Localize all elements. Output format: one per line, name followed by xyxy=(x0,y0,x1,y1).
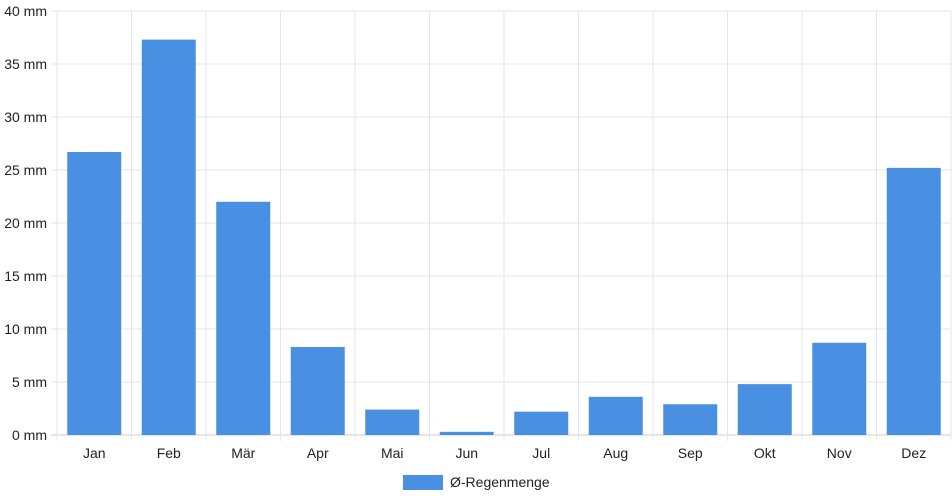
y-tick-label: 30 mm xyxy=(4,109,47,125)
x-tick-label: Feb xyxy=(157,445,181,461)
x-tick-label: Aug xyxy=(603,445,628,461)
x-tick-label: Jan xyxy=(83,445,106,461)
y-tick-label: 15 mm xyxy=(4,268,47,284)
y-axis-ticks: 0 mm 5 mm 10 mm 15 mm 20 mm 25 mm 30 mm 35 mm 40… xyxy=(4,3,47,443)
y-tick-label: 35 mm xyxy=(4,56,47,72)
x-tick-label: Jun xyxy=(455,445,478,461)
legend-label: Ø-Regenmenge xyxy=(450,474,550,490)
bar[interactable] xyxy=(216,201,271,435)
grid xyxy=(51,10,952,441)
bar[interactable] xyxy=(514,411,569,435)
y-tick-label: 20 mm xyxy=(4,215,47,231)
bar[interactable] xyxy=(439,431,494,435)
legend[interactable]: Ø-Regenmenge xyxy=(403,474,550,490)
bar[interactable] xyxy=(290,347,345,435)
x-axis-ticks: Jan Feb Mär Apr Mai Jun Jul Aug Sep Okt Nov Dez xyxy=(83,445,926,461)
bar[interactable] xyxy=(67,151,122,436)
x-tick-label: Mär xyxy=(231,445,255,461)
y-tick-label: 0 mm xyxy=(12,427,47,443)
y-tick-label: 40 mm xyxy=(4,3,47,19)
x-tick-label: Dez xyxy=(901,445,926,461)
bar[interactable] xyxy=(365,409,420,435)
bar[interactable] xyxy=(588,396,643,435)
x-tick-label: Okt xyxy=(754,445,776,461)
legend-swatch xyxy=(403,475,443,490)
y-tick-label: 5 mm xyxy=(12,374,47,390)
bars xyxy=(67,39,941,436)
y-tick-label: 10 mm xyxy=(4,321,47,337)
y-tick-label: 25 mm xyxy=(4,162,47,178)
x-tick-label: Nov xyxy=(827,445,852,461)
bar[interactable] xyxy=(886,167,941,435)
x-tick-label: Apr xyxy=(307,445,329,461)
x-tick-label: Mai xyxy=(381,445,404,461)
x-tick-label: Sep xyxy=(678,445,703,461)
bar[interactable] xyxy=(812,342,867,435)
bar[interactable] xyxy=(663,404,718,435)
bar[interactable] xyxy=(737,384,792,435)
bar[interactable] xyxy=(141,39,196,436)
x-tick-label: Jul xyxy=(532,445,550,461)
